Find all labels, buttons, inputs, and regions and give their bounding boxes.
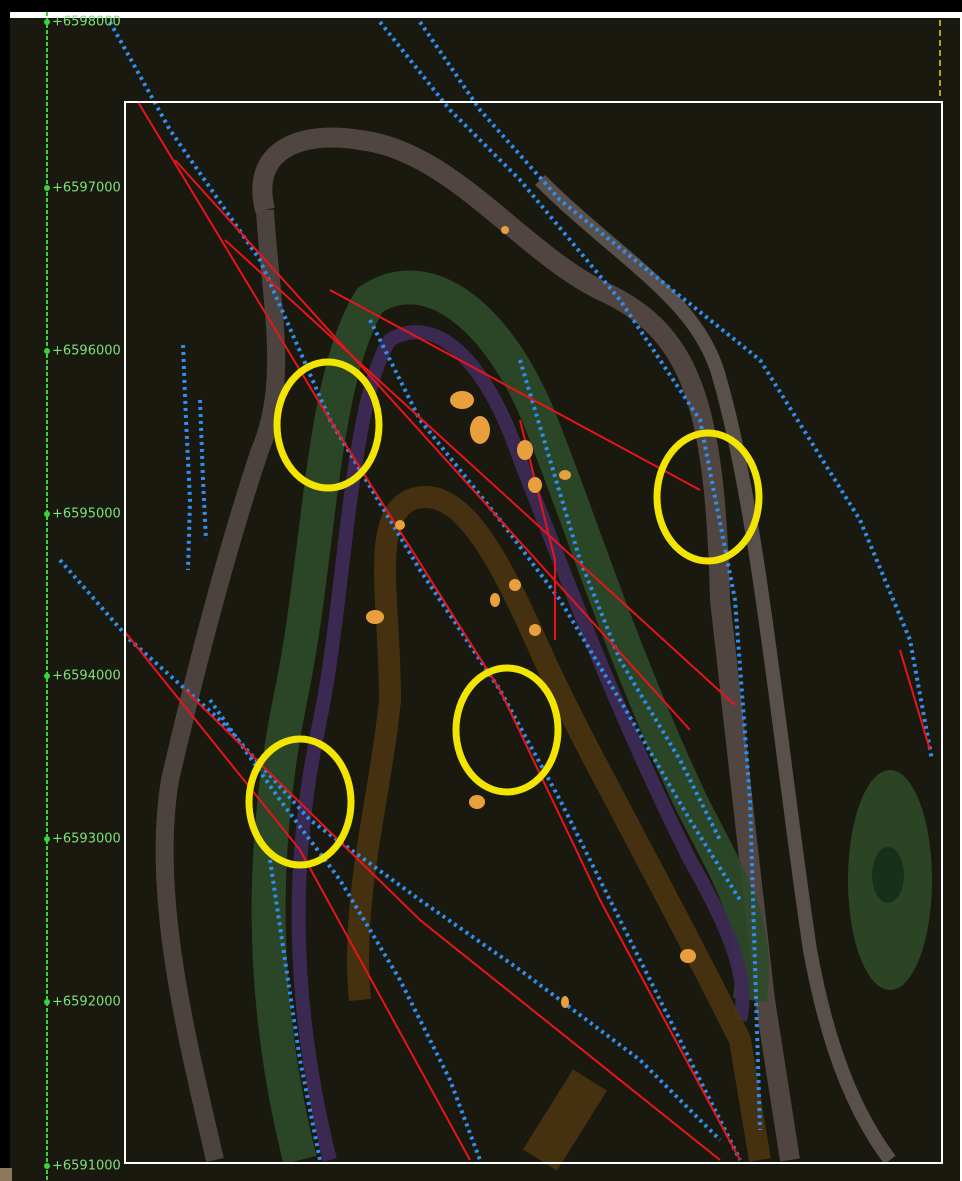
point-trace [368, 319, 742, 902]
outer-band [535, 175, 896, 1165]
faults [124, 101, 931, 1161]
y-axis-tick [44, 19, 50, 25]
ore-body [490, 593, 500, 607]
point-trace [208, 698, 482, 1161]
point-trace [58, 558, 722, 1142]
y-axis-tick [44, 348, 50, 354]
point-traces [58, 20, 934, 1161]
y-axis-tick [44, 999, 50, 1005]
y-axis-label: +6596000 [52, 344, 121, 359]
highlight-ring [653, 429, 763, 565]
y-axis-tick [44, 1163, 50, 1169]
point-trace [518, 359, 722, 841]
highlight-ring [273, 358, 383, 492]
point-trace [198, 399, 208, 541]
ore-body [528, 477, 542, 493]
highlight-ring [245, 735, 355, 869]
y-axis-label: +6593000 [52, 832, 121, 847]
outer-band [155, 209, 286, 1162]
y-axis-label: +6597000 [52, 181, 121, 196]
fault-line [899, 649, 931, 751]
y-axis-label: +6592000 [52, 995, 121, 1010]
highlight-ring [452, 664, 562, 796]
fault-line [184, 689, 721, 1161]
green-body-core [872, 847, 904, 903]
corner-swatch [0, 1168, 12, 1181]
point-trace [181, 344, 193, 571]
ore-body [366, 610, 384, 624]
fault-line [519, 419, 556, 640]
left-edge [0, 12, 10, 1181]
y-axis-label: +6595000 [52, 507, 121, 522]
ore-body [559, 470, 571, 480]
orange-band [347, 486, 771, 1162]
fault-line [137, 101, 741, 1161]
extent-box [124, 101, 943, 1164]
ore-body [450, 391, 474, 409]
y-axis-label: +6591000 [52, 1159, 121, 1174]
y-axis-tick [44, 673, 50, 679]
point-trace [378, 20, 762, 1131]
ore-body [680, 949, 696, 963]
y-axis-labels: +6598000 +6597000 +6596000 +6595000 +6594000… [44, 15, 121, 1174]
ore-body [469, 795, 485, 809]
top-bar-overlay [0, 0, 962, 12]
y-axis-tick [44, 836, 50, 842]
fault-line [124, 631, 471, 1161]
y-axis-label: +6594000 [52, 669, 121, 684]
ore-body [470, 416, 490, 444]
orange-band [523, 1069, 607, 1171]
green-band [251, 270, 769, 1165]
ore-body [561, 996, 569, 1008]
ore-body [517, 440, 533, 460]
fault-line [224, 239, 736, 706]
fault-line [174, 159, 691, 731]
point-trace [108, 21, 742, 1161]
y-axis-tick [44, 185, 50, 191]
ore-bodies [366, 226, 696, 1008]
y-axis-label: +6598000 [52, 15, 121, 30]
ore-body [509, 579, 521, 591]
point-trace [268, 859, 322, 1161]
ore-body [501, 226, 509, 234]
ore-body [529, 624, 541, 636]
point-trace [418, 20, 934, 761]
highlights [245, 358, 763, 869]
ore-body [395, 520, 405, 530]
y-axis-tick [44, 511, 50, 517]
fault-line [329, 289, 701, 491]
